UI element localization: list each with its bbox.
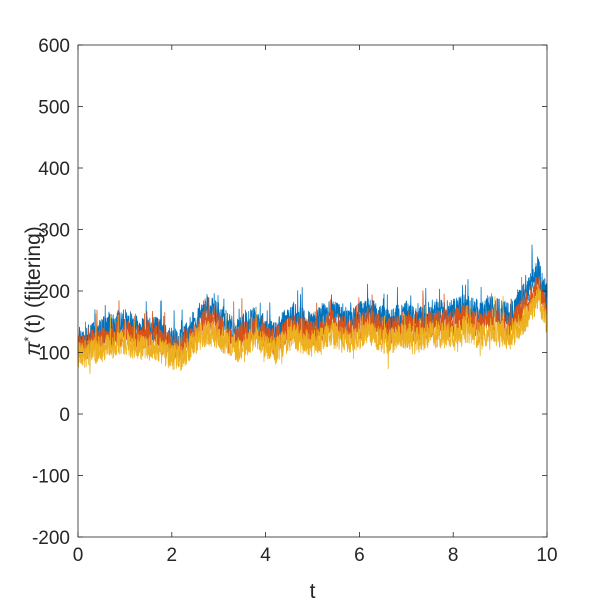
x-tick-label: 6 (354, 545, 365, 566)
y-tick-label: 300 (38, 221, 70, 242)
plot-area (78, 45, 547, 537)
x-axis-label: t (310, 580, 316, 603)
y-tick-label: 500 (38, 98, 70, 119)
y-tick-label: 200 (38, 282, 70, 303)
y-tick-label: -100 (32, 467, 70, 488)
ticks-layer: 0 2 4 6 8 10 -200 -100 0 100 200 300 400 500 600 (32, 36, 558, 566)
y-tick-label: 0 (59, 405, 70, 426)
y-tick-label: 600 (38, 36, 70, 57)
x-tick-label: 2 (167, 545, 178, 566)
x-tick-label: 0 (73, 545, 84, 566)
labels-layer: t π*(t) (filtering) (21, 226, 316, 603)
x-tick-label: 10 (536, 545, 557, 566)
plot-background (78, 45, 547, 537)
y-tick-label: 400 (38, 159, 70, 180)
y-axis-label: π*(t) (filtering) (21, 226, 46, 355)
x-tick-label: 4 (260, 545, 271, 566)
y-tick-label: 100 (38, 344, 70, 365)
y-tick-label: -200 (32, 528, 70, 549)
series-line-2 (77, 276, 548, 364)
x-tick-label: 8 (448, 545, 459, 566)
series-layer (77, 244, 548, 375)
series-line-3 (77, 283, 548, 375)
